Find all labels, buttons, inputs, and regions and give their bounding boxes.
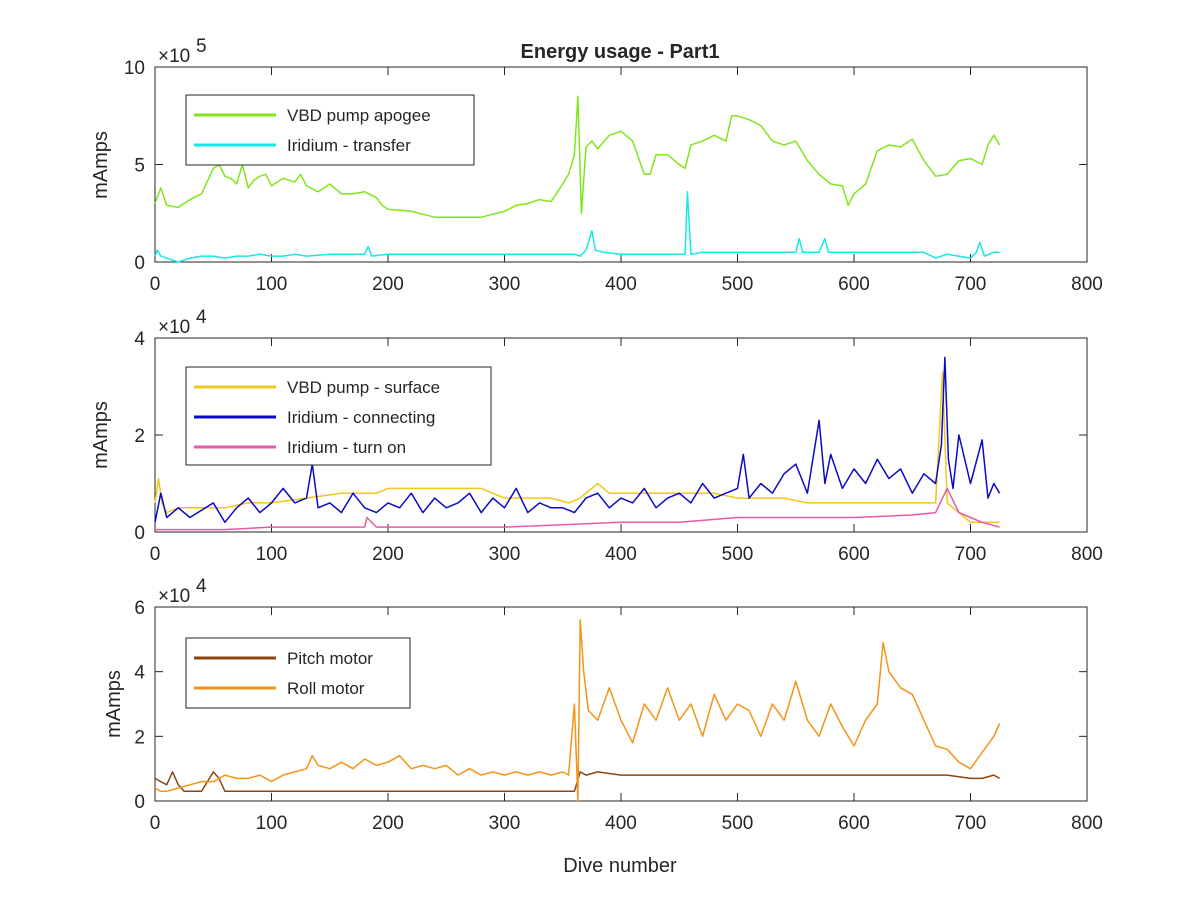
series-line-iridium-transfer bbox=[154, 191, 1000, 263]
x-tick-label: 700 bbox=[955, 813, 987, 834]
series-line-iridium-turn-on bbox=[155, 487, 1000, 531]
x-axis-label: Dive number bbox=[563, 855, 677, 877]
x-tick-label: 600 bbox=[838, 544, 870, 565]
y-exponent-text: 5 bbox=[196, 36, 207, 57]
series-line-vbd-pump-surface bbox=[154, 371, 1000, 524]
y-tick-label: 4 bbox=[134, 663, 145, 684]
x-tick-label: 300 bbox=[489, 544, 521, 565]
series-line-roll-motor bbox=[154, 619, 1001, 802]
x-tick-label: 100 bbox=[256, 813, 288, 834]
x-tick-label: 200 bbox=[372, 813, 404, 834]
x-tick-label: 800 bbox=[1071, 813, 1103, 834]
y-multiplier-text: ×10 bbox=[158, 46, 190, 67]
x-tick-label: 600 bbox=[838, 813, 870, 834]
panel-vbd-surface-iridium-connecting: mAmps ×10 4 0 100 200 300 400 500 600 700 800 0 2 4… bbox=[90, 307, 1103, 565]
x-tick-label: 100 bbox=[256, 544, 288, 565]
y-exponent-label: ×10 5 bbox=[158, 36, 207, 67]
y-axis-label: mAmps bbox=[103, 670, 125, 738]
y-tick-label: 4 bbox=[134, 329, 145, 350]
legend: Pitch motor Roll motor bbox=[185, 637, 411, 709]
x-tick-label: 500 bbox=[722, 813, 754, 834]
x-tick-label: 500 bbox=[722, 544, 754, 565]
x-tick-label: 200 bbox=[372, 274, 404, 295]
y-exponent-text: 4 bbox=[196, 576, 207, 597]
y-exponent-label: ×10 4 bbox=[158, 576, 207, 607]
y-tick-label: 2 bbox=[134, 727, 145, 748]
series-line-iridium-connecting bbox=[154, 356, 1001, 524]
y-tick-label: 0 bbox=[134, 523, 145, 544]
x-tick-label: 700 bbox=[955, 274, 987, 295]
series-line-vbd-pump-apogee bbox=[154, 95, 1001, 218]
y-exponent-text: 4 bbox=[196, 307, 207, 328]
x-tick-label: 600 bbox=[838, 274, 870, 295]
legend: VBD pump - surface Iridium - connecting Ir… bbox=[185, 366, 492, 466]
y-multiplier-text: ×10 bbox=[158, 317, 190, 338]
x-tick-label: 0 bbox=[150, 274, 161, 295]
y-tick-label: 6 bbox=[134, 598, 145, 619]
y-tick-label: 10 bbox=[124, 58, 145, 79]
panel-vbd-apogee-iridium-transfer: Energy usage - Part1 mAmps ×10 5 0 100 200… bbox=[90, 36, 1103, 295]
x-tick-label: 800 bbox=[1071, 544, 1103, 565]
legend-label-iridium-turn-on: Iridium - turn on bbox=[287, 438, 406, 457]
y-multiplier-text: ×10 bbox=[158, 586, 190, 607]
x-tick-label: 800 bbox=[1071, 274, 1103, 295]
y-exponent-label: ×10 4 bbox=[158, 307, 207, 338]
y-tick-label: 0 bbox=[134, 792, 145, 813]
legend: VBD pump apogee Iridium - transfer bbox=[185, 94, 475, 166]
legend-label-vbd-pump-surface: VBD pump - surface bbox=[287, 378, 440, 397]
series-line-pitch-motor bbox=[154, 771, 1000, 793]
y-tick-label: 0 bbox=[134, 253, 145, 274]
x-tick-label: 100 bbox=[256, 274, 288, 295]
legend-label-pitch-motor: Pitch motor bbox=[287, 649, 373, 668]
legend-box bbox=[185, 637, 411, 709]
x-tick-label: 500 bbox=[722, 274, 754, 295]
legend-box bbox=[185, 94, 475, 166]
x-tick-label: 0 bbox=[150, 813, 161, 834]
legend-label-iridium-connecting: Iridium - connecting bbox=[287, 408, 435, 427]
x-tick-label: 0 bbox=[150, 544, 161, 565]
x-tick-label: 200 bbox=[372, 544, 404, 565]
legend-label-roll-motor: Roll motor bbox=[287, 679, 365, 698]
chart-title: Energy usage - Part1 bbox=[521, 41, 720, 63]
x-tick-label: 300 bbox=[489, 274, 521, 295]
x-tick-label: 400 bbox=[605, 813, 637, 834]
panel-pitch-roll-motor: mAmps Dive number ×10 4 0 100 200 300 400 500… bbox=[103, 576, 1103, 877]
x-tick-label: 300 bbox=[489, 813, 521, 834]
legend-label-vbd-pump-apogee: VBD pump apogee bbox=[287, 106, 431, 125]
x-tick-label: 400 bbox=[605, 544, 637, 565]
x-tick-label: 700 bbox=[955, 544, 987, 565]
y-tick-label: 2 bbox=[134, 426, 145, 447]
legend-label-iridium-transfer: Iridium - transfer bbox=[287, 136, 411, 155]
y-axis-label: mAmps bbox=[90, 401, 112, 469]
y-tick-label: 5 bbox=[134, 156, 145, 177]
x-tick-label: 400 bbox=[605, 274, 637, 295]
y-axis-label: mAmps bbox=[90, 131, 112, 199]
